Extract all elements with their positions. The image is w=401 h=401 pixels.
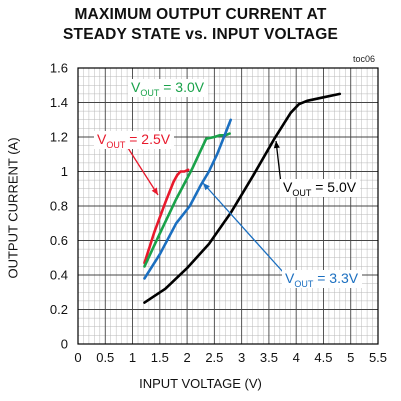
series-line-1 bbox=[143, 168, 190, 265]
x-tick-label: 2.5 bbox=[205, 350, 223, 365]
figure-id-label: toc06 bbox=[353, 54, 376, 64]
y-axis-ticks: 0 0.2 0.4 0.6 0.8 1 1.2 1.4 1.6 bbox=[50, 61, 68, 352]
y-tick-label: 0.4 bbox=[50, 268, 68, 283]
series-label: VOUT = 3.0V bbox=[131, 79, 205, 98]
x-tick-label: 5 bbox=[347, 350, 354, 365]
plot-frame bbox=[77, 67, 379, 345]
annotation-label-background bbox=[94, 131, 174, 149]
x-tick-label: 3.5 bbox=[260, 350, 278, 365]
y-axis-label: OUTPUT CURRENT (A) bbox=[5, 137, 21, 279]
x-tick-label: 4 bbox=[293, 350, 300, 365]
x-tick-label: 4.5 bbox=[314, 350, 332, 365]
x-tick-label: 0.5 bbox=[96, 350, 114, 365]
series-label: VOUT = 2.5V bbox=[97, 131, 171, 150]
x-axis-label: INPUT VOLTAGE (V) bbox=[139, 376, 262, 391]
annotation-leader-line bbox=[127, 147, 159, 196]
series-lines bbox=[143, 92, 342, 304]
x-tick-label: 2 bbox=[183, 350, 190, 365]
x-axis-ticks: 0 0.5 1 1.5 2 2.5 3 3.5 4 4.5 5 5.5 bbox=[74, 350, 387, 365]
annotation-label-background bbox=[280, 179, 360, 197]
series-label: VOUT = 5.0V bbox=[283, 179, 357, 198]
y-tick-label: 1 bbox=[61, 164, 68, 179]
annotation-arrowhead bbox=[151, 187, 158, 195]
x-tick-label: 0 bbox=[74, 350, 81, 365]
grid-major bbox=[78, 68, 378, 344]
y-tick-label: 0 bbox=[61, 337, 68, 352]
annotation-leader-line bbox=[275, 140, 282, 185]
y-tick-label: 1.6 bbox=[50, 61, 68, 76]
chart-title-line-2: STEADY STATE vs. INPUT VOLTAGE bbox=[63, 26, 338, 43]
annotation-leader-line bbox=[202, 182, 284, 273]
x-tick-label: 1.5 bbox=[151, 350, 169, 365]
y-tick-label: 0.2 bbox=[50, 302, 68, 317]
series-label: VOUT = 3.3V bbox=[285, 270, 359, 289]
annotation-label-background bbox=[128, 79, 208, 97]
x-tick-label: 1 bbox=[129, 350, 136, 365]
y-tick-label: 1.2 bbox=[50, 130, 68, 145]
y-tick-label: 1.4 bbox=[50, 95, 68, 110]
annotation-label-background bbox=[282, 270, 362, 288]
x-tick-label: 5.5 bbox=[369, 350, 387, 365]
y-tick-label: 0.8 bbox=[50, 199, 68, 214]
series-annotations: VOUT = 2.5V VOUT = 3.0V VOUT = 3.3V VOUT = … bbox=[94, 79, 362, 289]
annotation-arrowhead bbox=[273, 141, 280, 149]
series-line-3 bbox=[143, 118, 232, 280]
chart-title-line-1: MAXIMUM OUTPUT CURRENT AT bbox=[74, 6, 327, 23]
annotation-arrowhead bbox=[203, 183, 210, 191]
x-tick-label: 3 bbox=[238, 350, 245, 365]
series-line-4 bbox=[143, 92, 342, 304]
y-tick-label: 0.6 bbox=[50, 233, 68, 248]
